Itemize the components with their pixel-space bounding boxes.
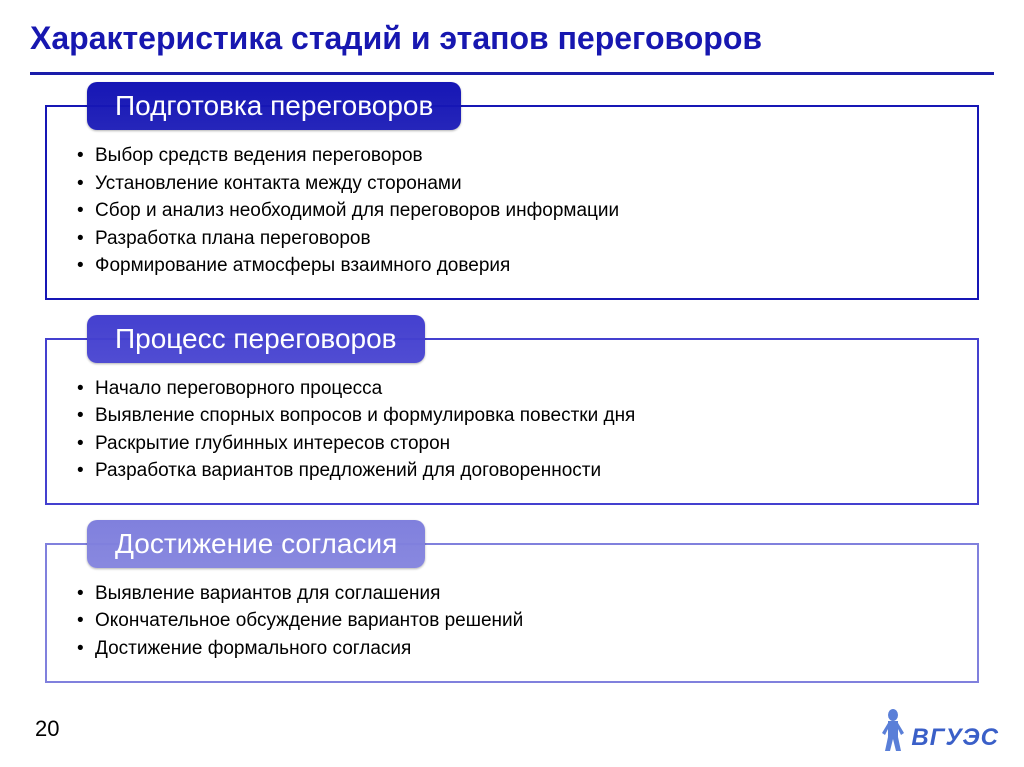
stage-item: Начало переговорного процесса [77, 375, 957, 403]
page-number: 20 [35, 716, 59, 742]
stage-item: Достижение формального согласия [77, 635, 957, 663]
stage-item: Выявление спорных вопросов и формулировк… [77, 402, 957, 430]
stage-header: Достижение согласия [87, 520, 425, 568]
stage-item: Выбор средств ведения переговоров [77, 142, 957, 170]
logo-figure-icon [879, 707, 907, 752]
title-text: Характеристика стадий и этапов переговор… [30, 20, 762, 56]
stage-item: Установление контакта между сторонами [77, 170, 957, 198]
logo: ВГУЭС [879, 707, 999, 752]
stage-items-list: Выбор средств ведения переговоровУстанов… [77, 137, 957, 280]
title-divider [30, 72, 994, 75]
stage-item: Сбор и анализ необходимой для переговоро… [77, 197, 957, 225]
stage-block: Процесс переговоровНачало переговорного … [45, 338, 979, 505]
stage-item: Выявление вариантов для соглашения [77, 580, 957, 608]
stage-item: Окончательное обсуждение вариантов решен… [77, 607, 957, 635]
slide-title: Характеристика стадий и этапов переговор… [30, 20, 994, 57]
stage-items-list: Начало переговорного процессаВыявление с… [77, 370, 957, 485]
stage-block: Подготовка переговоровВыбор средств веде… [45, 105, 979, 300]
stage-item: Разработка плана переговоров [77, 225, 957, 253]
stage-item: Раскрытие глубинных интересов сторон [77, 430, 957, 458]
stage-block: Достижение согласияВыявление вариантов д… [45, 543, 979, 683]
stage-items-list: Выявление вариантов для соглашенияОконча… [77, 575, 957, 663]
logo-text: ВГУЭС [911, 724, 999, 752]
stage-item: Формирование атмосферы взаимного доверия [77, 252, 957, 280]
stage-header: Подготовка переговоров [87, 82, 461, 130]
stage-header: Процесс переговоров [87, 315, 425, 363]
stages-container: Подготовка переговоровВыбор средств веде… [30, 105, 994, 683]
stage-item: Разработка вариантов предложений для дог… [77, 457, 957, 485]
